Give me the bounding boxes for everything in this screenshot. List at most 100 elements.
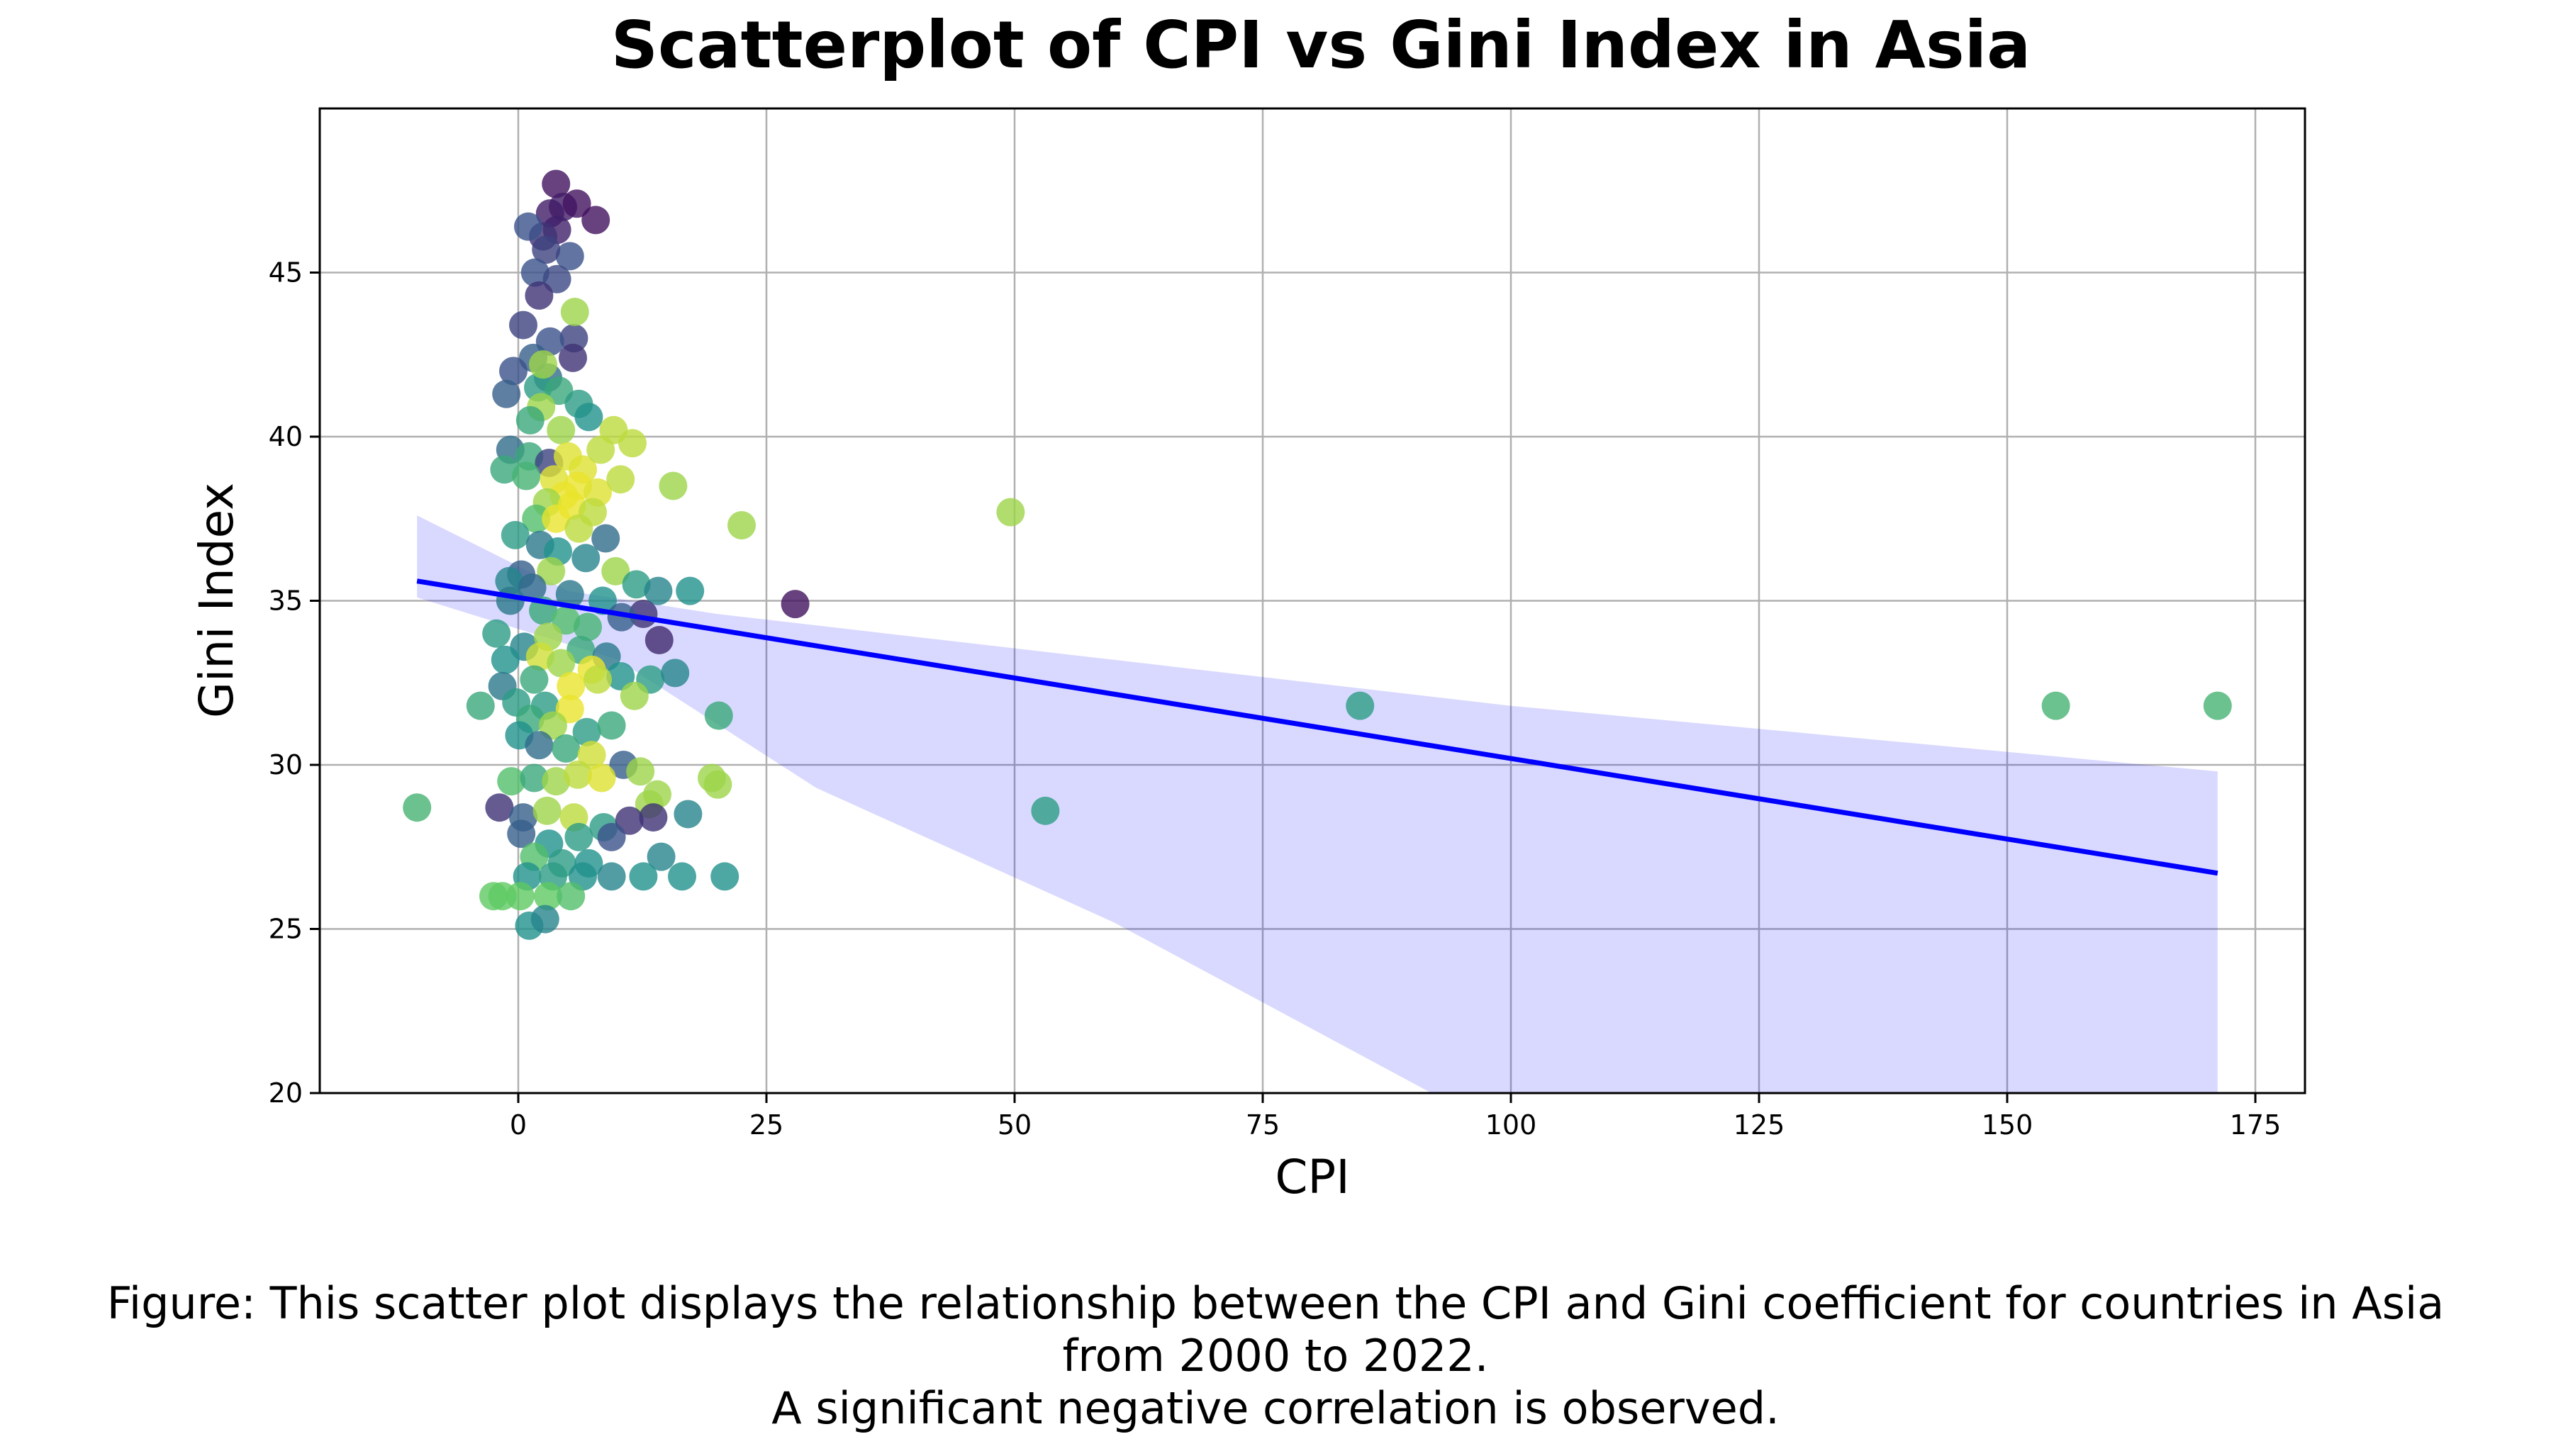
- data-point: [518, 573, 547, 602]
- data-point: [552, 606, 581, 635]
- data-point: [607, 603, 636, 632]
- data-point: [572, 717, 601, 746]
- data-point: [597, 862, 626, 891]
- data-point: [557, 671, 586, 700]
- data-point: [403, 793, 432, 822]
- confidence-band: [417, 515, 2218, 1093]
- data-point: [644, 576, 673, 605]
- caption-line-2: from 2000 to 2022.: [1062, 1330, 1489, 1382]
- data-point: [996, 498, 1025, 527]
- data-point: [520, 665, 549, 694]
- y-tick-label: 40: [269, 421, 303, 452]
- data-point: [564, 822, 593, 851]
- data-point: [542, 504, 571, 533]
- data-point: [703, 770, 732, 799]
- x-tick-label: 25: [749, 1109, 783, 1141]
- data-point: [512, 461, 541, 491]
- x-tick-label: 125: [1734, 1109, 1785, 1141]
- data-point: [514, 212, 542, 241]
- x-tick-label: 75: [1246, 1109, 1280, 1141]
- data-point: [676, 576, 705, 605]
- data-point: [1031, 796, 1060, 825]
- data-point: [1346, 691, 1375, 720]
- y-axis-label: Gini Index: [189, 483, 244, 718]
- data-point: [542, 767, 571, 796]
- y-tick-label: 30: [269, 749, 303, 780]
- data-point: [506, 882, 535, 911]
- y-tick-label: 25: [269, 914, 303, 945]
- data-point: [555, 580, 584, 609]
- data-point: [496, 586, 525, 615]
- data-point: [622, 570, 651, 599]
- figure-caption: Figure: This scatter plot displays the r…: [0, 1277, 2551, 1435]
- data-point: [620, 681, 649, 710]
- data-point: [499, 357, 527, 386]
- data-point: [661, 659, 690, 688]
- data-point: [577, 741, 606, 770]
- data-point: [520, 258, 549, 287]
- data-point: [534, 882, 562, 911]
- data-point: [554, 442, 582, 471]
- data-point: [564, 760, 592, 789]
- data-point: [727, 511, 756, 540]
- x-tick-label: 0: [510, 1109, 527, 1141]
- caption-line-1: Figure: This scatter plot displays the r…: [106, 1277, 2445, 1329]
- x-tick-label: 50: [998, 1109, 1032, 1141]
- data-point: [584, 665, 612, 694]
- data-point: [571, 544, 601, 573]
- regression-line: [416, 578, 2218, 876]
- data-point: [574, 612, 602, 642]
- data-point: [492, 379, 521, 408]
- data-point: [601, 556, 630, 586]
- data-point: [560, 298, 589, 327]
- data-point: [501, 520, 530, 549]
- data-point: [537, 556, 566, 586]
- data-point: [542, 169, 571, 198]
- data-point: [626, 757, 655, 786]
- data-point: [574, 403, 603, 432]
- data-point: [606, 465, 635, 494]
- data-point: [542, 264, 571, 293]
- data-point: [629, 862, 658, 891]
- data-point: [562, 189, 591, 218]
- y-tick-label: 35: [269, 586, 303, 617]
- data-point: [644, 626, 674, 655]
- y-tick-label: 20: [269, 1077, 303, 1109]
- data-point: [659, 471, 688, 500]
- data-point: [522, 504, 551, 533]
- data-point: [530, 905, 559, 934]
- data-points: [403, 169, 2232, 940]
- data-point: [497, 767, 526, 796]
- data-point: [564, 514, 593, 543]
- data-point: [615, 806, 644, 835]
- data-point: [485, 793, 514, 822]
- data-point: [490, 455, 519, 484]
- data-point: [2203, 691, 2232, 720]
- data-point: [647, 842, 676, 871]
- x-tick-label: 175: [2230, 1109, 2282, 1141]
- data-point: [529, 350, 557, 379]
- caption-line-3: A significant negative correlation is ob…: [771, 1382, 1780, 1434]
- chart-title: Scatterplot of CPI vs Gini Index in Asia: [611, 7, 2031, 83]
- x-axis-label: CPI: [1275, 1150, 1349, 1204]
- data-point: [520, 763, 549, 793]
- data-point: [581, 206, 610, 235]
- x-tick-label: 100: [1485, 1109, 1537, 1141]
- data-point: [618, 429, 647, 458]
- data-point: [587, 763, 616, 793]
- data-point: [525, 281, 554, 310]
- data-point: [555, 242, 584, 271]
- data-point: [639, 803, 668, 832]
- data-point: [781, 590, 810, 619]
- data-point: [509, 310, 537, 340]
- data-point: [674, 800, 703, 829]
- data-point: [491, 645, 520, 674]
- data-point: [597, 711, 626, 740]
- data-point: [539, 711, 567, 740]
- data-point: [704, 701, 733, 730]
- x-tick-label: 150: [1982, 1109, 2033, 1141]
- x-axis-ticks: 0 25 50 75 100 125 150 175: [510, 1093, 2281, 1141]
- data-point: [586, 435, 615, 464]
- data-point: [532, 235, 561, 264]
- data-point: [482, 619, 511, 648]
